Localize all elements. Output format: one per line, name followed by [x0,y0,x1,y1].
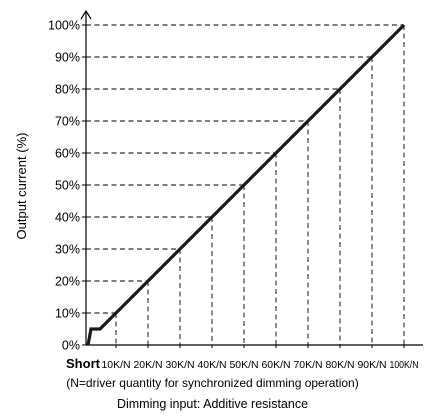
y-tick-label: 80% [55,83,80,97]
x-tick-label: 50K/N [230,359,259,371]
x-tick-label: Short [66,356,101,371]
series-line [86,23,406,346]
y-tick-label: 70% [55,115,80,129]
x-axis-label: Dimming input: Additive resistance [116,397,309,411]
x-tick-label: 40K/N [198,359,227,371]
y-tick-label: 10% [55,307,80,321]
x-tick-label: 10K/N [102,359,131,371]
y-tick-label: 60% [55,147,80,161]
y-tick-label: 100% [48,19,80,33]
x-tick-label: 90K/N [358,359,387,371]
x-tick-label: 100K/N [390,359,419,371]
y-tick-label: 90% [55,51,80,65]
y-axis-arrow-icon [80,9,92,20]
x-tick-label: 80K/N [326,359,355,371]
y-axis-label: Output current (%) [14,133,29,240]
y-tick-label: 20% [55,275,80,289]
x-tick-label: 60K/N [262,359,291,371]
y-tick-label: 0% [62,339,80,353]
x-axis-note: (N=driver quantity for synchronized dimm… [66,376,359,390]
x-tick-label: 30K/N [166,359,195,371]
x-tick-label: 70K/N [294,359,323,371]
x-tick-label: 20K/N [134,359,163,371]
y-tick-label: 40% [55,211,80,225]
y-tick-label: 50% [55,179,80,193]
y-tick-label: 30% [55,243,80,257]
